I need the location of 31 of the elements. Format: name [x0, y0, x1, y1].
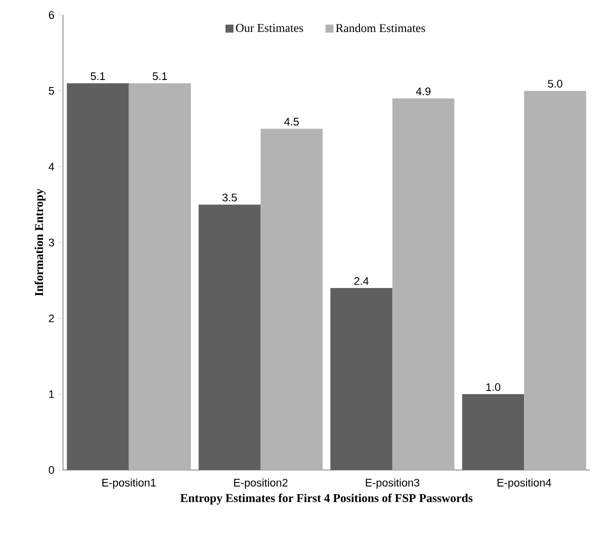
bar [462, 394, 524, 470]
bar [198, 204, 261, 470]
y-tick-label: 5 [48, 87, 54, 95]
bar [392, 98, 454, 470]
x-tick-label: E-position2 [234, 478, 288, 489]
x-tick-label: E-position1 [102, 478, 156, 489]
y-tick-label: 0 [48, 466, 54, 474]
data-label: 2.4 [354, 277, 369, 285]
y-tick-label: 2 [48, 314, 54, 322]
bar [128, 83, 191, 470]
data-label: 4.9 [416, 87, 430, 96]
x-tick-label: E-position3 [366, 478, 420, 489]
x-axis-title: Entropy Estimates for First 4 Positions of FSP Passwords [180, 494, 473, 505]
legend-label: Random Estimates [336, 24, 426, 32]
data-label: 4.5 [284, 118, 299, 126]
bar [524, 90, 586, 470]
x-tick-label: E-position4 [498, 478, 552, 489]
data-label: 3.5 [222, 194, 237, 202]
y-tick-label: 1 [49, 390, 54, 398]
data-label: 5.1 [90, 72, 105, 80]
y-tick-label: 6 [48, 11, 54, 19]
data-label: 5.0 [548, 80, 562, 88]
y-tick-label: 3 [48, 238, 54, 246]
legend-label: Our Estimates [236, 24, 304, 32]
y-axis-title: Information Entropy [34, 188, 46, 296]
bar [66, 83, 129, 470]
bar [260, 128, 323, 470]
bar [330, 288, 392, 470]
data-label: 5.1 [152, 72, 167, 80]
y-tick-label: 4 [48, 162, 54, 170]
data-label: 1.0 [486, 383, 500, 391]
